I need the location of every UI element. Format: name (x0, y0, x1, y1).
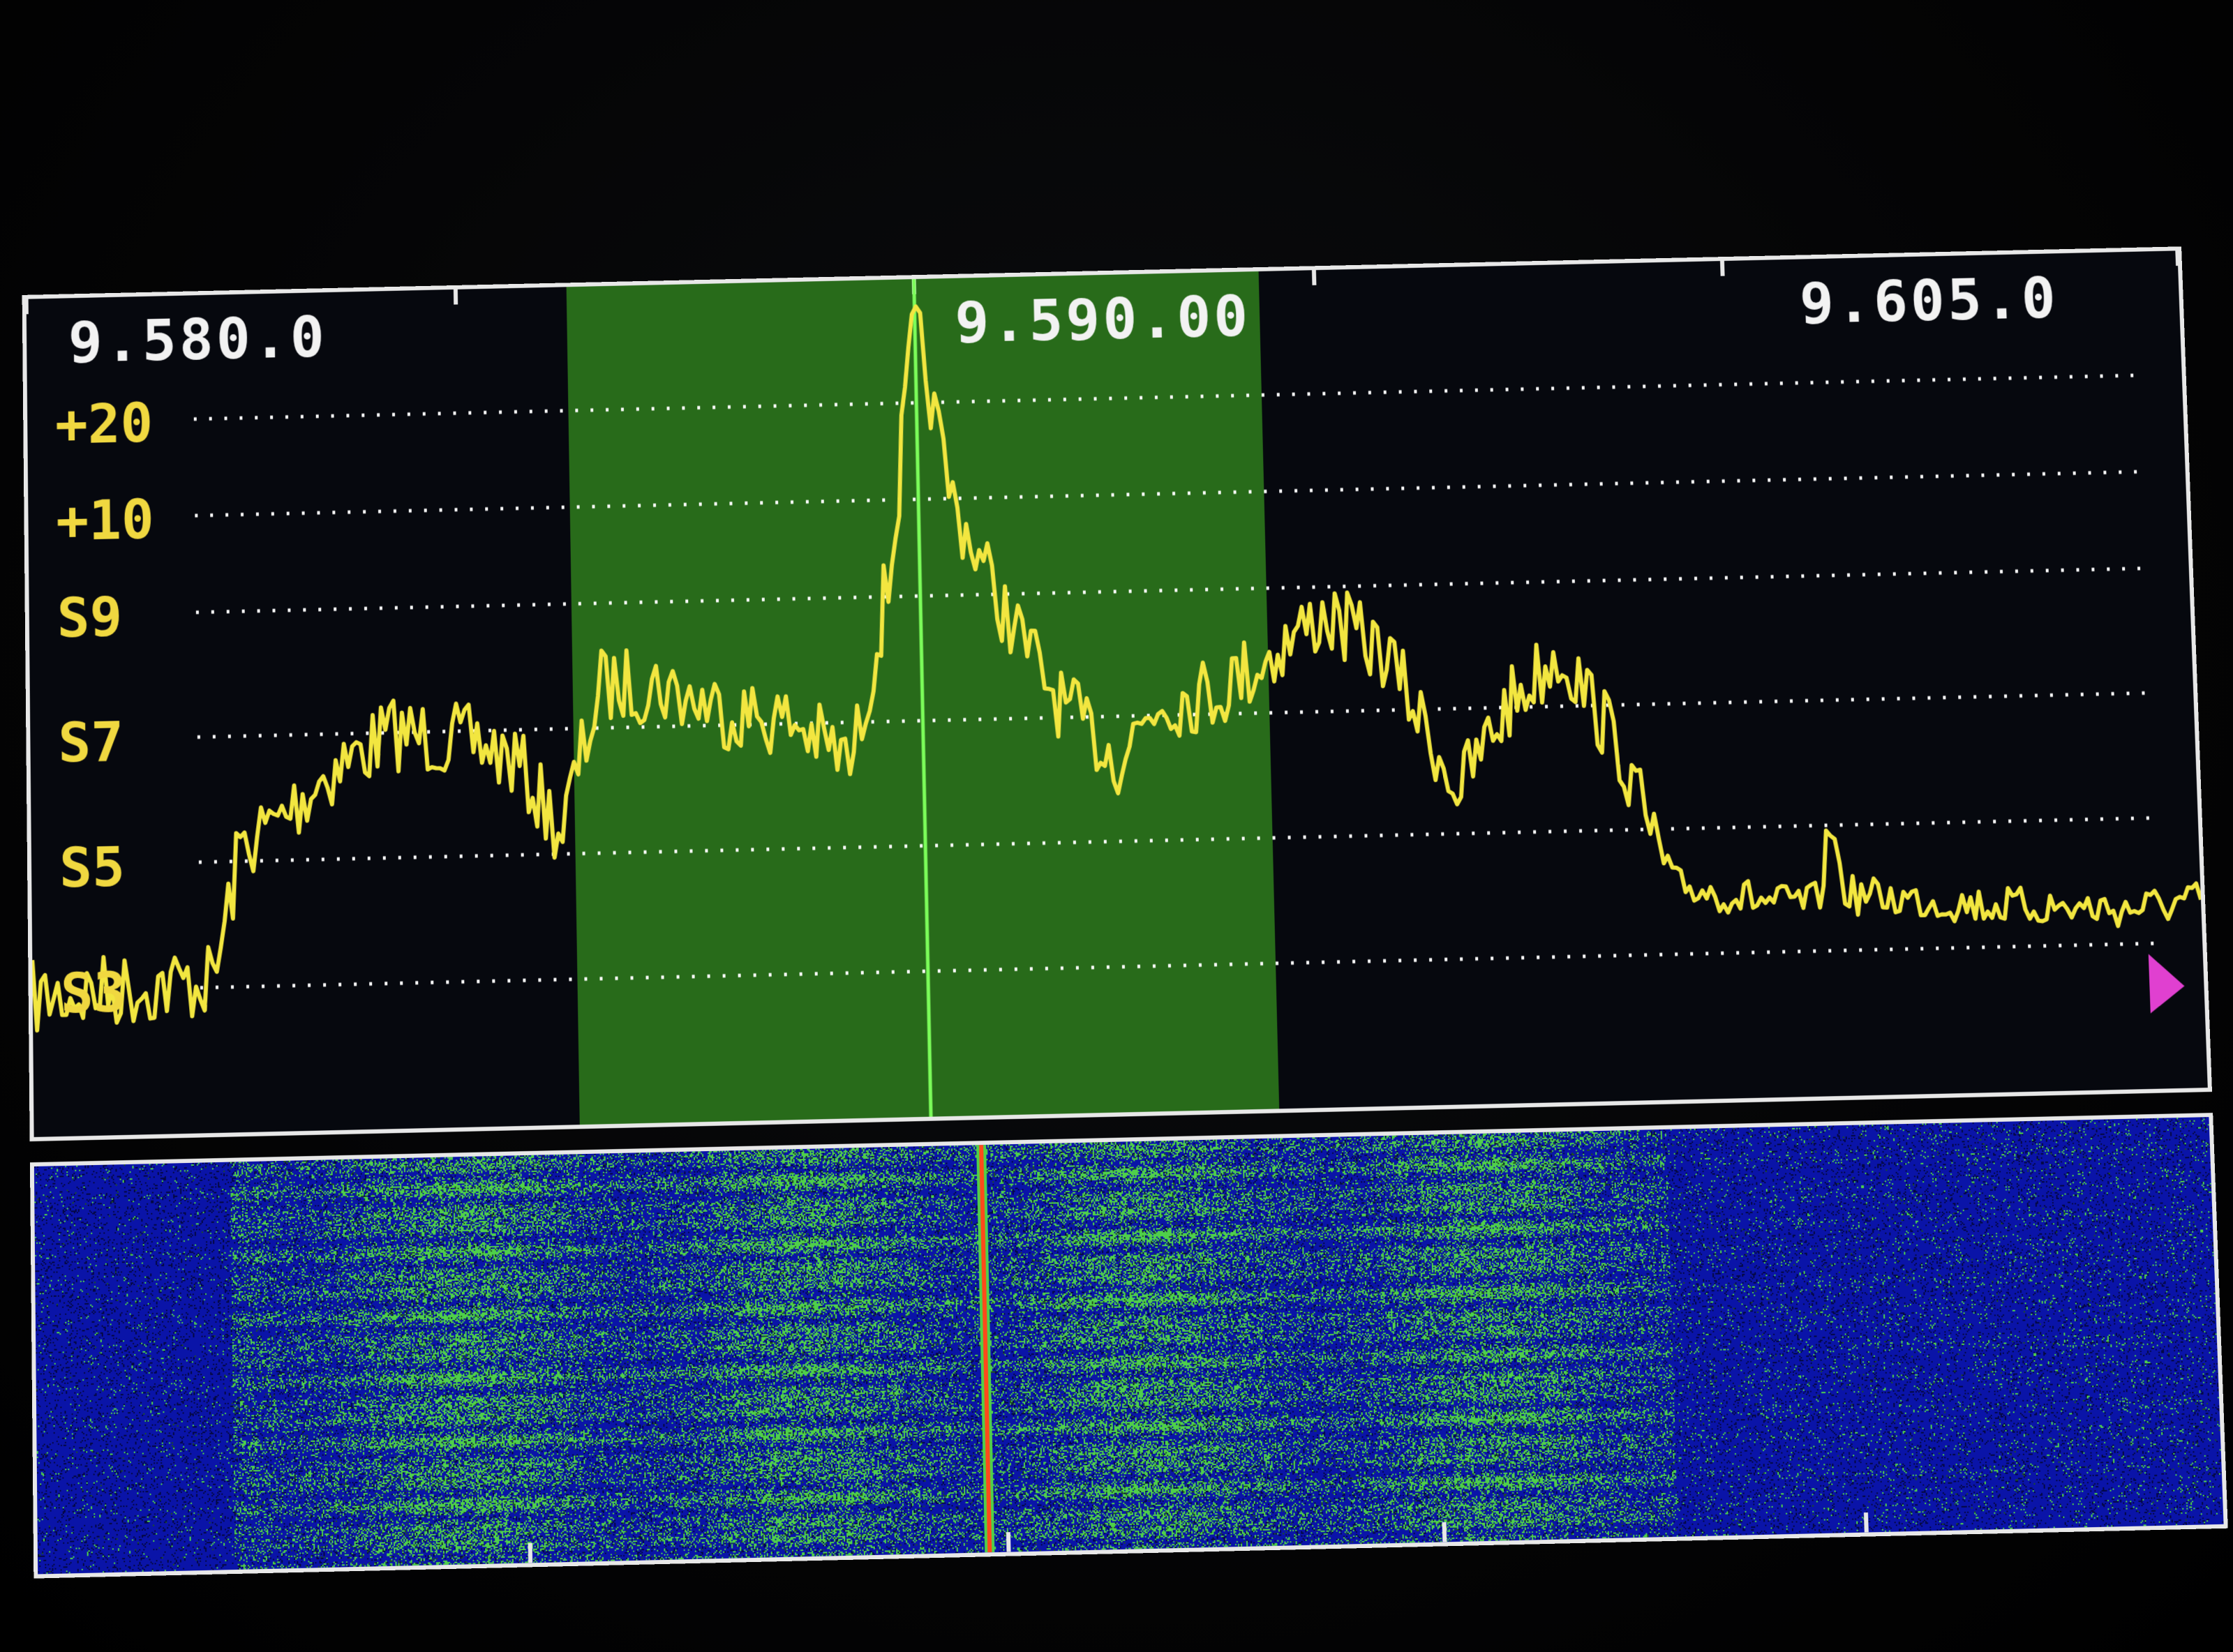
waterfall-overlay (34, 1117, 2223, 1574)
spectrum-plot (27, 250, 2208, 1137)
sdr-display: 9.580.0 9.590.00 9.605.0 +20 +10 S9 S7 S… (22, 246, 2228, 1578)
s-label-plus10: +10 (56, 489, 154, 553)
freq-label-center: 9.590.00 (955, 284, 1252, 356)
freq-tick-5 (2177, 250, 2178, 266)
freq-label-left: 9.580.0 (68, 305, 327, 376)
freq-tick-3 (1314, 270, 1315, 285)
waterfall-panel[interactable] (30, 1113, 2228, 1578)
waterfall-tick-3 (1866, 1512, 1867, 1532)
spectrum-panel[interactable]: 9.580.0 9.590.00 9.605.0 +20 +10 S9 S7 S… (22, 246, 2212, 1141)
freq-label-right: 9.605.0 (1799, 266, 2060, 337)
magenta-triangle-icon (2149, 953, 2186, 1013)
s-label-s9: S9 (57, 586, 122, 649)
waterfall-tick-1 (1008, 1532, 1009, 1552)
s-label-s7: S7 (58, 711, 124, 775)
s-label-plus20: +20 (55, 393, 154, 457)
freq-tick-4 (1722, 261, 1723, 276)
waterfall-tick-2 (1444, 1522, 1445, 1542)
s-label-s3: S3 (60, 961, 126, 1026)
s-label-s5: S5 (59, 836, 126, 900)
